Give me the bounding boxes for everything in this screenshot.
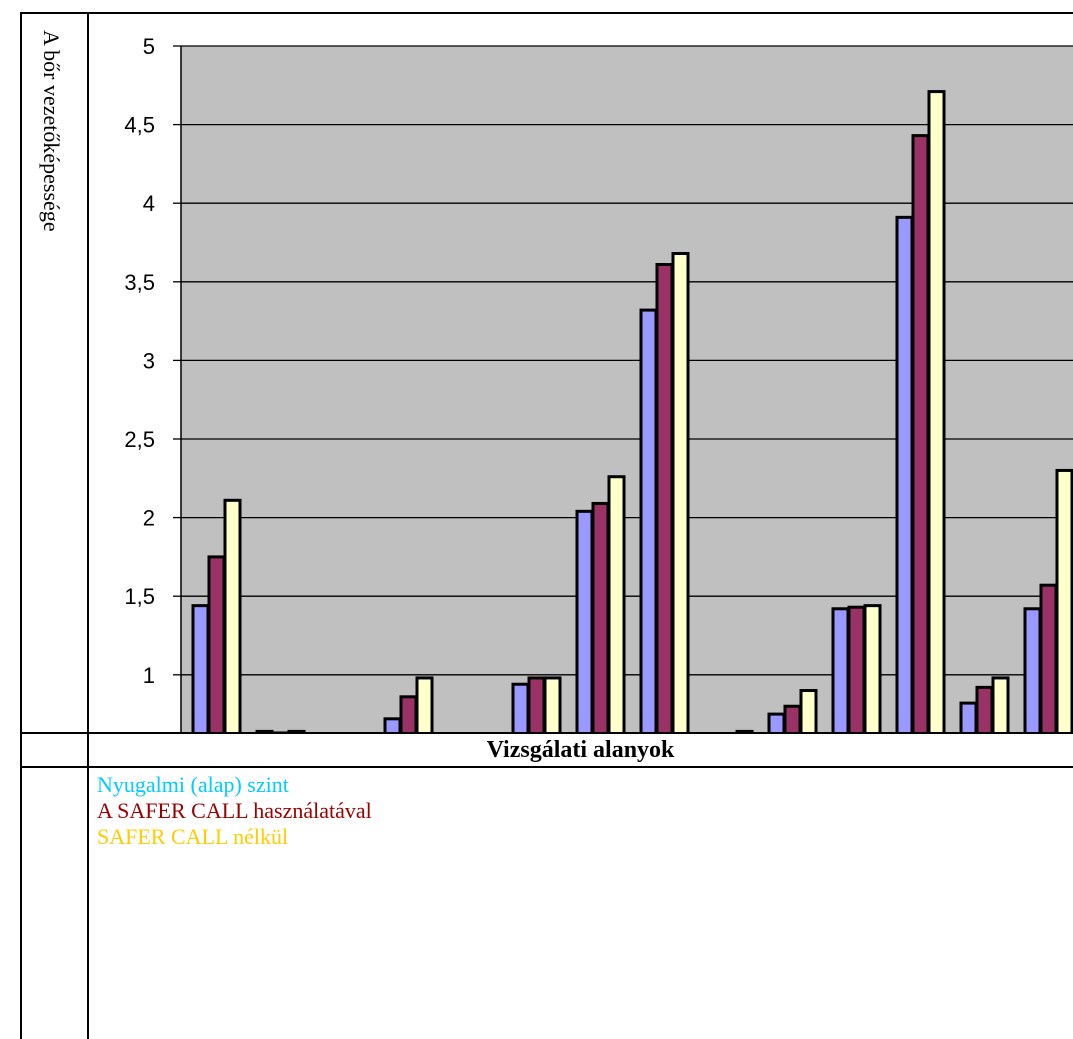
bar-3-14 <box>1055 468 1073 732</box>
bar-1-2 <box>255 729 274 732</box>
table-divider-vertical <box>87 12 89 1039</box>
bar-1-8 <box>639 308 658 732</box>
bar-2-10 <box>783 704 802 732</box>
legend-item-without-safer-call: SAFER CALL nélkül <box>97 824 289 849</box>
y-tick-label: 2,5 <box>124 427 155 452</box>
bar-1-7 <box>575 509 594 732</box>
bar-1-10 <box>767 712 786 732</box>
table-divider-horizontal-2 <box>20 766 1073 768</box>
bar-2-7 <box>591 501 610 732</box>
bar-1-6 <box>511 682 530 732</box>
bar-2-8 <box>655 263 674 732</box>
bar-2-13 <box>975 685 994 732</box>
bar-3-10 <box>799 689 818 732</box>
bar-1-1 <box>191 604 210 732</box>
legend-item-baseline: Nyugalmi (alap) szint <box>97 772 289 797</box>
bar-2-11 <box>847 605 866 732</box>
chart-frame <box>20 12 1073 1039</box>
bar-1-14 <box>1023 607 1042 732</box>
bar-1-13 <box>959 701 978 732</box>
bar-3-2 <box>287 729 306 732</box>
bar-2-14 <box>1039 583 1058 732</box>
bar-3-6 <box>543 676 562 732</box>
bar-3-9 <box>735 729 754 732</box>
y-tick-label: 2 <box>143 506 155 531</box>
bar-3-7 <box>607 475 626 732</box>
bar-3-12 <box>927 90 946 732</box>
bar-3-1 <box>223 498 242 732</box>
bar-1-12 <box>895 215 914 732</box>
bar-2-4 <box>399 695 418 732</box>
bar-chart: 00,511,522,533,544,551234567891011121314 <box>124 34 1073 732</box>
bar-3-4 <box>415 676 434 732</box>
y-tick-label: 4 <box>143 191 155 216</box>
bar-2-6 <box>527 676 546 732</box>
y-tick-label: 1 <box>143 663 155 688</box>
bar-1-4 <box>383 717 402 732</box>
bar-3-8 <box>671 252 690 732</box>
y-tick-label: 3,5 <box>124 270 155 295</box>
bar-3-11 <box>863 604 882 732</box>
y-tick-label: 5 <box>143 34 155 59</box>
x-axis-label: Vizsgálati alanyok <box>486 737 675 763</box>
bar-2-12 <box>911 134 930 732</box>
legend-item-with-safer-call: A SAFER CALL használatával <box>97 798 372 823</box>
y-tick-label: 4,5 <box>124 113 155 138</box>
bar-1-11 <box>831 607 850 732</box>
y-tick-label: 3 <box>143 348 155 373</box>
table-divider-horizontal-1 <box>20 732 1073 734</box>
y-tick-label: 1,5 <box>124 584 155 609</box>
bar-2-1 <box>207 555 226 732</box>
bar-3-13 <box>991 676 1010 732</box>
